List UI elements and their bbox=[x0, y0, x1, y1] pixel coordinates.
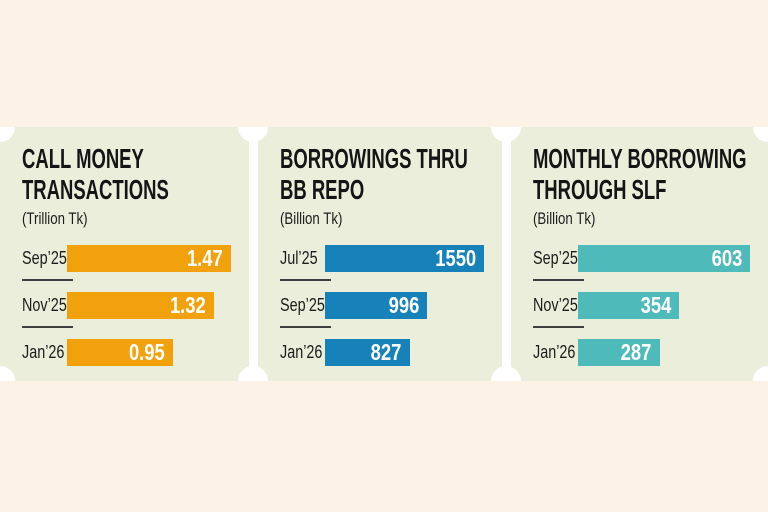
panel-title-line: TRANSACTIONS bbox=[22, 174, 169, 205]
bar-track: 287 bbox=[578, 339, 750, 366]
row-separator bbox=[280, 326, 331, 328]
corner-notch bbox=[491, 366, 521, 381]
bar: 287 bbox=[578, 339, 660, 366]
panel-unit-label: (Trillion Tk) bbox=[22, 209, 88, 228]
bar: 996 bbox=[325, 292, 428, 319]
category-label: Jul’25 bbox=[280, 248, 318, 268]
bar-track: 0.95 bbox=[67, 339, 231, 366]
bar-row: Sep’25 1.47 bbox=[22, 245, 231, 272]
bar-value: 603 bbox=[711, 245, 742, 271]
bar-value: 827 bbox=[371, 339, 402, 365]
corner-notch bbox=[491, 127, 521, 142]
corner-notch bbox=[753, 366, 768, 381]
category-label: Jan’26 bbox=[280, 342, 323, 362]
row-separator bbox=[22, 326, 73, 328]
panel-title-line: BB REPO bbox=[280, 174, 365, 205]
panel-title-line: MONTHLY BORROWING bbox=[533, 143, 747, 174]
bar: 1550 bbox=[325, 245, 484, 272]
category-label: Sep’25 bbox=[280, 295, 325, 315]
bar: 827 bbox=[325, 339, 410, 366]
bar-track: 1.47 bbox=[67, 245, 231, 272]
bar: 1.47 bbox=[67, 245, 231, 272]
panel-monthly-borrowing-slf: MONTHLY BORROWING THROUGH SLF (Billion T… bbox=[511, 127, 768, 381]
panels-band: CALL MONEY TRANSACTIONS (Trillion Tk) Se… bbox=[0, 127, 768, 381]
bar-row: Nov’25 354 bbox=[533, 292, 750, 319]
bar-track: 996 bbox=[325, 292, 484, 319]
row-separator bbox=[22, 279, 73, 281]
category-label: Sep’25 bbox=[533, 248, 578, 268]
bar: 603 bbox=[578, 245, 750, 272]
category-label: Sep’25 bbox=[22, 248, 67, 268]
bar-track: 354 bbox=[578, 292, 750, 319]
bar-row: Sep’25 603 bbox=[533, 245, 750, 272]
panel-unit-label: (Billion Tk) bbox=[533, 209, 596, 228]
bar-track: 1550 bbox=[325, 245, 484, 272]
panel-title: CALL MONEY TRANSACTIONS bbox=[22, 143, 231, 205]
panel-title: MONTHLY BORROWING THROUGH SLF bbox=[533, 143, 750, 205]
bar-value: 1550 bbox=[435, 245, 476, 271]
bar-chart: Sep’25 1.47 Nov’25 1.32 Jan’26 bbox=[22, 245, 231, 366]
bar-value: 996 bbox=[388, 292, 420, 318]
row-separator bbox=[280, 279, 331, 281]
category-label: Nov’25 bbox=[22, 295, 67, 315]
bar-track: 603 bbox=[578, 245, 750, 272]
corner-notch bbox=[238, 127, 268, 142]
bar: 0.95 bbox=[67, 339, 173, 366]
bar-row: Jan’26 287 bbox=[533, 339, 750, 366]
category-label: Nov’25 bbox=[533, 295, 578, 315]
bar-row: Jul’25 1550 bbox=[280, 245, 484, 272]
bar-track: 827 bbox=[325, 339, 484, 366]
bar-row: Sep’25 996 bbox=[280, 292, 484, 319]
corner-notch bbox=[238, 366, 268, 381]
bar-row: Jan’26 0.95 bbox=[22, 339, 231, 366]
category-label: Jan’26 bbox=[22, 342, 65, 362]
bar-value: 1.47 bbox=[187, 245, 223, 271]
bar-track: 1.32 bbox=[67, 292, 231, 319]
bar-value: 1.32 bbox=[170, 292, 207, 318]
row-separator bbox=[533, 279, 584, 281]
bar-row: Nov’25 1.32 bbox=[22, 292, 231, 319]
bar-value: 354 bbox=[640, 292, 671, 318]
bar: 354 bbox=[578, 292, 679, 319]
bar-chart: Sep’25 603 Nov’25 354 Jan’26 bbox=[533, 245, 750, 366]
panel-title-line: BORROWINGS THRU bbox=[280, 143, 468, 174]
bar: 1.32 bbox=[67, 292, 215, 319]
bar-value: 287 bbox=[621, 339, 652, 365]
bar-chart: Jul’25 1550 Sep’25 996 Jan’26 bbox=[280, 245, 484, 366]
panel-call-money-transactions: CALL MONEY TRANSACTIONS (Trillion Tk) Se… bbox=[0, 127, 249, 381]
bar-row: Jan’26 827 bbox=[280, 339, 484, 366]
panel-title-line: CALL MONEY bbox=[22, 143, 144, 174]
row-separator bbox=[533, 326, 584, 328]
panel-unit-label: (Billion Tk) bbox=[280, 209, 343, 228]
panel-borrowings-bb-repo: BORROWINGS THRU BB REPO (Billion Tk) Jul… bbox=[258, 127, 502, 381]
panel-title: BORROWINGS THRU BB REPO bbox=[280, 143, 484, 205]
bar-value: 0.95 bbox=[129, 339, 165, 365]
panel-title-line: THROUGH SLF bbox=[533, 174, 667, 205]
category-label: Jan’26 bbox=[533, 342, 576, 362]
